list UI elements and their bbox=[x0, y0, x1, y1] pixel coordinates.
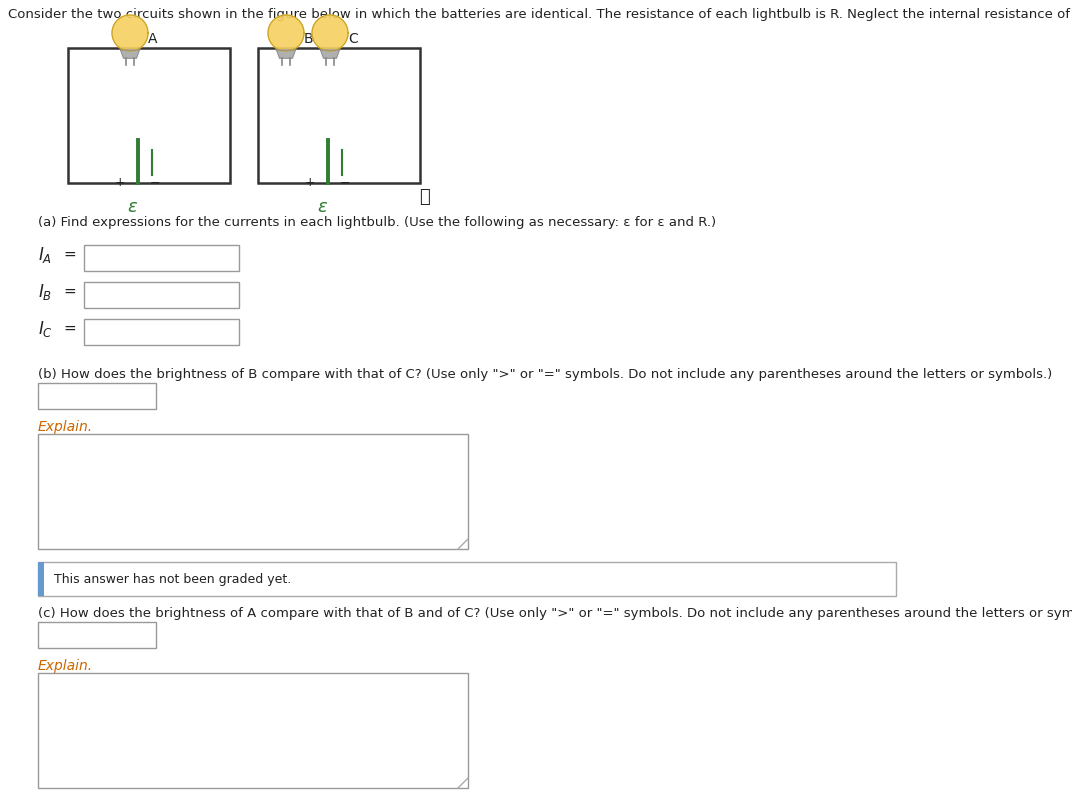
Text: Consider the two circuits shown in the figure below in which the batteries are i: Consider the two circuits shown in the f… bbox=[8, 8, 1072, 21]
Text: Explain.: Explain. bbox=[38, 420, 93, 434]
Text: −: − bbox=[340, 177, 351, 190]
Bar bbox=[84, 245, 239, 271]
Bar bbox=[38, 383, 157, 409]
Text: (a) Find expressions for the currents in each lightbulb. (Use the following as n: (a) Find expressions for the currents in… bbox=[38, 216, 716, 229]
Text: A: A bbox=[148, 32, 158, 46]
Text: =: = bbox=[63, 247, 76, 262]
Text: B: B bbox=[304, 32, 314, 46]
Polygon shape bbox=[121, 50, 139, 58]
Polygon shape bbox=[321, 50, 340, 58]
Polygon shape bbox=[111, 15, 148, 51]
Text: $I_B$: $I_B$ bbox=[38, 282, 53, 302]
Text: +: + bbox=[304, 177, 315, 190]
Polygon shape bbox=[268, 15, 304, 51]
Bar bbox=[38, 434, 468, 549]
Text: ⓘ: ⓘ bbox=[419, 188, 430, 206]
Text: −: − bbox=[150, 177, 160, 190]
Text: =: = bbox=[63, 284, 76, 299]
Text: (b) How does the brightness of B compare with that of C? (Use only ">" or "=" sy: (b) How does the brightness of B compare… bbox=[38, 368, 1053, 381]
Bar bbox=[38, 562, 44, 596]
Polygon shape bbox=[312, 15, 348, 51]
Text: (c) How does the brightness of A compare with that of B and of C? (Use only ">" : (c) How does the brightness of A compare… bbox=[38, 607, 1072, 620]
Bar bbox=[84, 319, 239, 345]
Bar bbox=[38, 673, 468, 788]
Text: ε: ε bbox=[317, 198, 327, 216]
Bar bbox=[38, 622, 157, 648]
Text: This answer has not been graded yet.: This answer has not been graded yet. bbox=[54, 572, 292, 586]
Text: $I_C$: $I_C$ bbox=[38, 319, 53, 339]
Text: +: + bbox=[115, 177, 125, 190]
Text: =: = bbox=[63, 321, 76, 336]
Text: C: C bbox=[348, 32, 358, 46]
Bar bbox=[38, 562, 896, 596]
Polygon shape bbox=[277, 50, 296, 58]
Bar bbox=[258, 48, 420, 183]
Bar bbox=[68, 48, 230, 183]
Text: $I_A$: $I_A$ bbox=[38, 245, 53, 265]
Bar bbox=[84, 282, 239, 308]
Text: ε: ε bbox=[128, 198, 137, 216]
Text: Explain.: Explain. bbox=[38, 659, 93, 673]
